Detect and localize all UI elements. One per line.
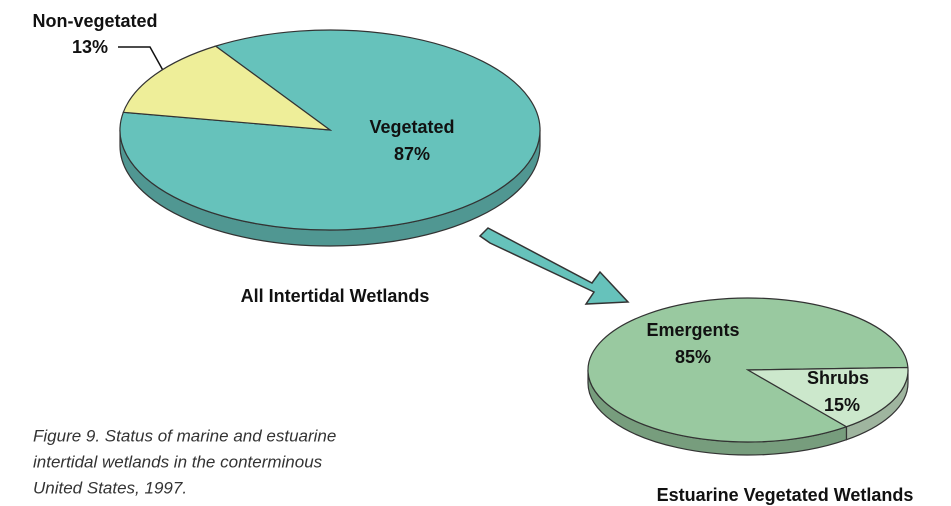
pie-slice (119, 29, 541, 231)
chart-title: Estuarine Vegetated Wetlands (657, 485, 914, 505)
slice-label: Vegetated (369, 117, 454, 137)
leader-line (118, 46, 166, 75)
slice-label: Shrubs (807, 368, 869, 388)
value-label: 87% (394, 144, 430, 164)
pie-slice (745, 366, 909, 428)
caption: United States, 1997. (33, 478, 187, 497)
slice-label: Non-vegetated (32, 11, 157, 31)
arrow (478, 227, 630, 305)
caption: intertidal wetlands in the conterminous (33, 452, 323, 471)
value-label: 85% (675, 347, 711, 367)
chart-title: All Intertidal Wetlands (241, 286, 430, 306)
slice-label: Emergents (646, 320, 739, 340)
value-label: 13% (72, 37, 108, 57)
caption: Figure 9. Status of marine and estuarine (33, 426, 336, 445)
value-label: 15% (824, 395, 860, 415)
pie-slice (122, 45, 333, 131)
